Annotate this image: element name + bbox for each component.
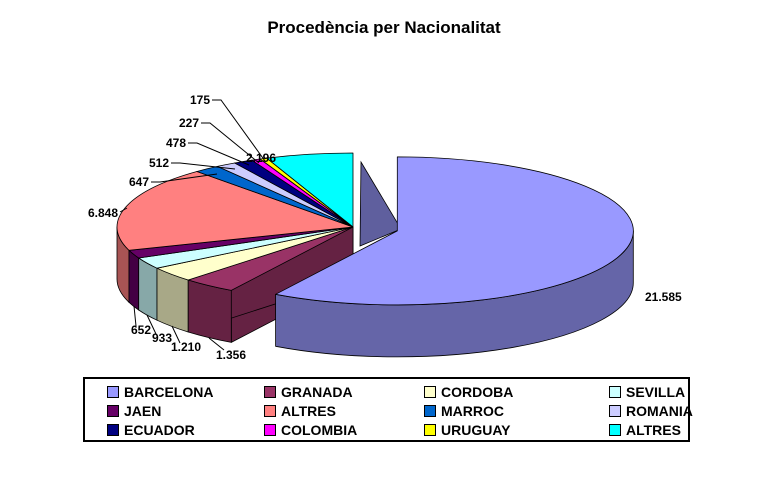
legend-item-barcelona[interactable]: BARCELONA: [107, 385, 264, 399]
data-label: 652: [131, 323, 151, 337]
legend-swatch: [107, 404, 119, 417]
legend-swatch: [264, 423, 276, 436]
legend-swatch: [107, 385, 119, 398]
legend-label: GRANADA: [281, 383, 353, 400]
legend: BARCELONA GRANADA CORDOBA SEVILLA JAEN ALTRES…: [83, 377, 693, 442]
data-label: 227: [179, 116, 199, 130]
data-label: 933: [152, 331, 172, 345]
legend-item-romania[interactable]: ROMANIA: [609, 404, 693, 418]
leader-line: [146, 314, 157, 335]
legend-label: CORDOBA: [441, 383, 514, 400]
leader-line: [171, 162, 236, 170]
legend-item-ecuador[interactable]: ECUADOR: [107, 423, 264, 437]
leader-line: [133, 305, 137, 327]
pie-slice-altres[interactable]: [116, 171, 354, 251]
legend-swatch: [424, 385, 436, 398]
legend-label: ALTRES: [281, 402, 336, 419]
legend-item-altres-2[interactable]: ALTRES: [609, 423, 693, 437]
data-label: 512: [149, 156, 169, 170]
chart-title: Procedència per Nacionalitat: [267, 18, 501, 37]
data-label: 478: [166, 136, 186, 150]
legend-label: JAEN: [124, 402, 162, 419]
leader-line: [151, 173, 218, 183]
legend-item-colombia[interactable]: COLOMBIA: [264, 423, 424, 437]
pie-slice-barcelona[interactable]: [275, 156, 634, 306]
leader-line: [171, 325, 181, 344]
pie-notch-wall-barcelona: [359, 160, 402, 247]
data-label: 21.585: [645, 290, 682, 304]
legend-label: SEVILLA: [626, 383, 686, 400]
legend-item-sevilla[interactable]: SEVILLA: [609, 385, 693, 399]
leader-line: [119, 207, 128, 213]
legend-label: ECUADOR: [124, 421, 195, 438]
legend-item-jaen[interactable]: JAEN: [107, 404, 264, 418]
legend-item-altres[interactable]: ALTRES: [264, 404, 424, 418]
legend-label: BARCELONA: [124, 383, 214, 400]
legend-swatch: [424, 404, 436, 417]
leader-line: [201, 122, 260, 164]
legend-label: MARROC: [441, 402, 504, 419]
leader-line: [188, 142, 250, 166]
legend-swatch: [609, 404, 621, 417]
legend-item-uruguay[interactable]: URUGUAY: [424, 423, 609, 437]
legend-swatch: [424, 423, 436, 436]
legend-swatch: [264, 385, 276, 398]
legend-label: ROMANIA: [626, 402, 693, 419]
pie-band-jaen: [128, 249, 140, 311]
legend-label: URUGUAY: [441, 421, 511, 438]
legend-swatch: [107, 423, 119, 436]
data-label: 2.196: [246, 151, 276, 165]
data-label: 6.848: [88, 206, 118, 220]
legend-label: COLOMBIA: [281, 421, 358, 438]
legend-swatch: [609, 385, 621, 398]
legend-swatch: [609, 423, 621, 436]
legend-swatch: [264, 404, 276, 417]
data-label: 1.210: [171, 340, 201, 354]
data-label: 1.356: [216, 348, 246, 362]
legend-item-cordoba[interactable]: CORDOBA: [424, 385, 609, 399]
data-label: 175: [190, 93, 210, 107]
data-label: 647: [129, 175, 149, 189]
legend-label: ALTRES: [626, 421, 681, 438]
legend-item-marroc[interactable]: MARROC: [424, 404, 609, 418]
leader-line: [208, 337, 225, 351]
legend-item-granada[interactable]: GRANADA: [264, 385, 424, 399]
pie-slice-altres[interactable]: [266, 152, 354, 228]
leader-line: [212, 99, 266, 162]
